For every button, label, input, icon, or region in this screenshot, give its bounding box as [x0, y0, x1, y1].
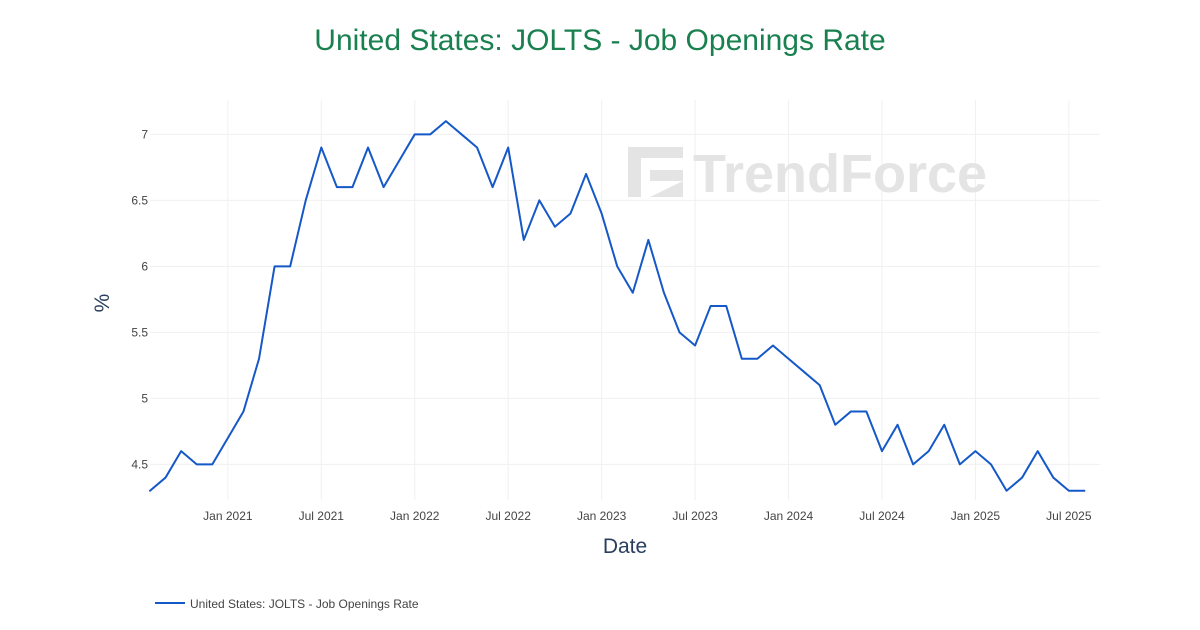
data-point: [706, 301, 716, 311]
data-point: [441, 116, 451, 126]
data-point: [161, 473, 171, 483]
data-point: [737, 354, 747, 364]
data-point: [799, 367, 809, 377]
data-point: [939, 420, 949, 430]
y-axis-label: %: [91, 294, 114, 313]
data-point: [472, 143, 482, 153]
data-point: [986, 459, 996, 469]
grid: [150, 100, 1100, 500]
data-point: [721, 301, 731, 311]
data-point: [207, 459, 217, 469]
data-point: [893, 420, 903, 430]
x-tick-label: Jan 2021: [203, 509, 253, 523]
data-point: [1079, 486, 1089, 496]
data-point: [830, 420, 840, 430]
y-tick-label: 5: [141, 391, 148, 405]
data-point: [675, 327, 685, 337]
data-point: [1064, 486, 1074, 496]
data-point: [815, 380, 825, 390]
data-point: [550, 222, 560, 232]
data-point: [363, 143, 373, 153]
watermark: TrendForce: [628, 144, 987, 204]
data-point: [519, 235, 529, 245]
legend-label: United States: JOLTS - Job Openings Rate: [190, 597, 419, 611]
data-point: [394, 156, 404, 166]
legend: United States: JOLTS - Job Openings Rate: [155, 597, 419, 611]
data-point: [238, 407, 248, 417]
data-point: [301, 195, 311, 205]
data-point: [768, 341, 778, 351]
x-tick-label: Jul 2023: [672, 509, 718, 523]
data-point: [456, 129, 466, 139]
data-point: [752, 354, 762, 364]
series-layer: [145, 116, 1089, 496]
data-point: [877, 446, 887, 456]
data-point: [332, 182, 342, 192]
x-tick-label: Jan 2024: [764, 509, 814, 523]
y-tick-label: 6: [141, 259, 148, 273]
data-point: [955, 459, 965, 469]
data-point: [861, 407, 871, 417]
data-point: [488, 182, 498, 192]
data-point: [254, 354, 264, 364]
y-axis: 4.5 5 5.5 6 6.5 7: [131, 127, 148, 471]
data-point: [1033, 446, 1043, 456]
watermark-text: TrendForce: [693, 144, 987, 204]
trendforce-logo-icon: [628, 147, 683, 197]
y-tick-label: 7: [141, 127, 148, 141]
data-point: [784, 354, 794, 364]
x-tick-label: Jul 2021: [299, 509, 345, 523]
data-point: [1048, 473, 1058, 483]
data-point: [659, 288, 669, 298]
data-point: [581, 169, 591, 179]
x-tick-label: Jan 2023: [577, 509, 627, 523]
data-point: [379, 182, 389, 192]
x-axis-label: Date: [603, 535, 647, 558]
data-point: [410, 129, 420, 139]
x-tick-label: Jan 2025: [951, 509, 1001, 523]
x-tick-label: Jul 2025: [1046, 509, 1092, 523]
x-tick-label: Jul 2022: [486, 509, 532, 523]
data-point: [192, 459, 202, 469]
data-point: [503, 143, 513, 153]
y-tick-label: 5.5: [131, 325, 148, 339]
x-axis: Jan 2021 Jul 2021 Jan 2022 Jul 2022 Jan 2023…: [203, 509, 1092, 523]
data-point: [285, 261, 295, 271]
data-point: [612, 261, 622, 271]
data-point: [1002, 486, 1012, 496]
data-point: [690, 341, 700, 351]
data-point: [565, 209, 575, 219]
data-point: [534, 195, 544, 205]
x-tick-label: Jul 2024: [859, 509, 905, 523]
data-point: [347, 182, 357, 192]
data-point: [425, 129, 435, 139]
chart-title: United States: JOLTS - Job Openings Rate: [314, 24, 885, 57]
data-point: [1017, 473, 1027, 483]
data-point: [270, 261, 280, 271]
series-line: [149, 120, 1086, 492]
data-point: [145, 486, 155, 496]
y-tick-label: 4.5: [131, 457, 148, 471]
data-point: [846, 407, 856, 417]
data-point: [223, 433, 233, 443]
data-point: [908, 459, 918, 469]
y-tick-label: 6.5: [131, 193, 148, 207]
data-point: [924, 446, 934, 456]
data-point: [176, 446, 186, 456]
data-point: [970, 446, 980, 456]
data-point: [628, 288, 638, 298]
data-point: [643, 235, 653, 245]
x-tick-label: Jan 2022: [390, 509, 440, 523]
data-point: [316, 143, 326, 153]
data-point: [597, 209, 607, 219]
